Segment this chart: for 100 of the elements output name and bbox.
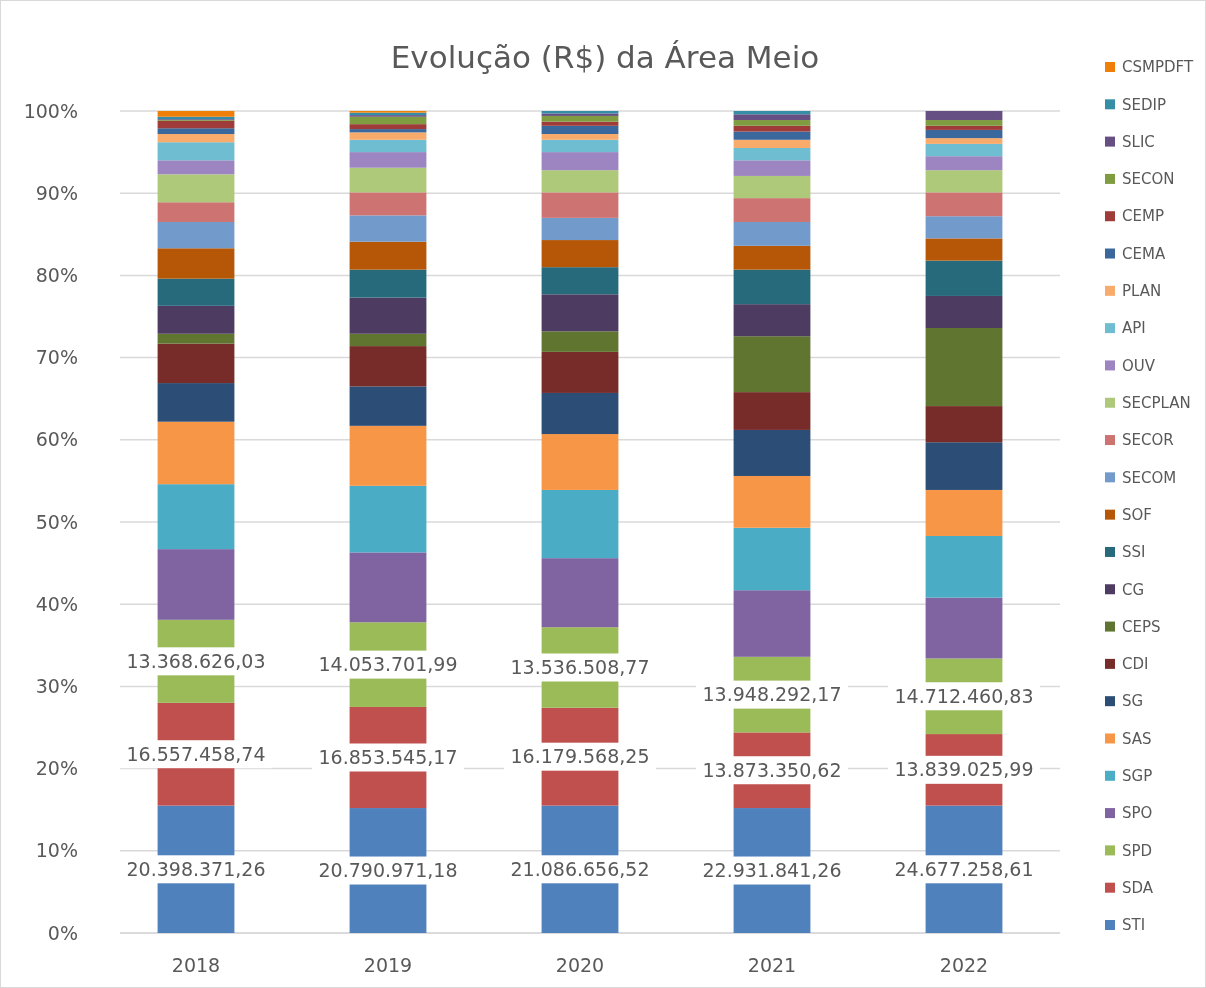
bar [925,489,1003,536]
bar [541,294,619,332]
bar [541,217,619,241]
bar [541,434,619,490]
bar [733,245,811,270]
annotation: 16.179.568,25 [510,745,650,768]
y-tick-label: 90% [35,181,78,204]
bar [157,221,235,249]
bar [541,152,619,171]
bar [733,475,811,528]
bar [157,343,235,384]
bar [349,116,427,125]
annotation: 22.931.841,26 [702,859,842,882]
bar [349,132,427,140]
y-tick-label: 100% [23,99,78,122]
legend-label: SG [1122,692,1144,711]
bar [541,267,619,295]
bar [925,535,1003,598]
y-tick-label: 80% [35,264,78,287]
bar [925,129,1003,139]
legend-label: SEDIP [1122,95,1167,114]
y-tick-label: 50% [35,510,78,533]
annotation: 16.853.545,17 [318,746,458,769]
bar [157,248,235,279]
bar [157,202,235,222]
bar [733,269,811,305]
bar [349,124,427,130]
bar [541,115,619,122]
bar [541,331,619,352]
bar [733,111,811,115]
bar [541,489,619,559]
legend-label: CEPS [1122,617,1161,636]
annotation: 14.712.460,83 [894,684,1034,707]
bar [925,170,1003,193]
bar [733,198,811,222]
x-tick-label: 2019 [363,953,413,976]
bar [157,120,235,129]
annotation: 21.086.656,52 [510,857,650,880]
bar [733,160,811,176]
legend-label: STI [1122,916,1146,935]
legend-label: SGP [1122,767,1153,786]
bar [349,552,427,623]
bar [157,128,235,135]
legend-label: SDA [1122,878,1154,897]
annotation: 24.677.258,61 [894,857,1034,880]
legend-label: SLIC [1122,132,1155,151]
bar [733,429,811,476]
bar [925,260,1003,296]
bar [541,351,619,393]
bar [349,425,427,486]
bar [733,131,811,140]
bar [349,485,427,553]
bar [925,156,1003,171]
bar [925,138,1003,144]
bar [349,129,427,133]
bar [733,120,811,126]
bar [157,111,235,117]
bar [733,125,811,132]
legend-label: CEMA [1122,244,1166,263]
bar [925,120,1003,126]
legend-label: SECOM [1122,468,1177,487]
bar [157,333,235,344]
bar [733,175,811,199]
bar [733,527,811,591]
annotation: 13.368.626,03 [126,649,266,672]
legend-label: CSMPDFT [1122,58,1194,77]
bar [349,167,427,193]
annotation: 16.557.458,74 [126,742,266,765]
bar [925,111,1003,121]
bar [349,333,427,347]
bar [541,139,619,153]
legend-label: SOF [1122,505,1152,524]
annotation: 13.536.508,77 [510,656,650,679]
bar [541,192,619,218]
bar [349,386,427,426]
bar [541,134,619,140]
annotation: 14.053.701,99 [318,653,458,676]
annotation: 13.948.292,17 [702,683,842,706]
bar [349,241,427,270]
legend-label: SSI [1122,543,1146,562]
bar [157,160,235,175]
bar [733,147,811,161]
legend-label: API [1122,319,1146,338]
annotation: 20.398.371,26 [126,857,266,880]
legend-label: SECON [1122,170,1175,189]
y-tick-label: 20% [35,757,78,780]
bar [733,139,811,148]
bar [349,269,427,298]
bar [925,238,1003,261]
bar [349,152,427,168]
legend-label: SECOR [1122,431,1174,450]
bar [925,406,1003,443]
annotation: 13.873.350,62 [702,758,842,781]
y-tick-label: 10% [35,839,78,862]
bar [925,143,1003,157]
annotation: 20.790.971,18 [318,859,458,882]
bar [157,134,235,143]
bar [925,295,1003,329]
x-tick-label: 2021 [747,953,797,976]
bar [157,549,235,620]
